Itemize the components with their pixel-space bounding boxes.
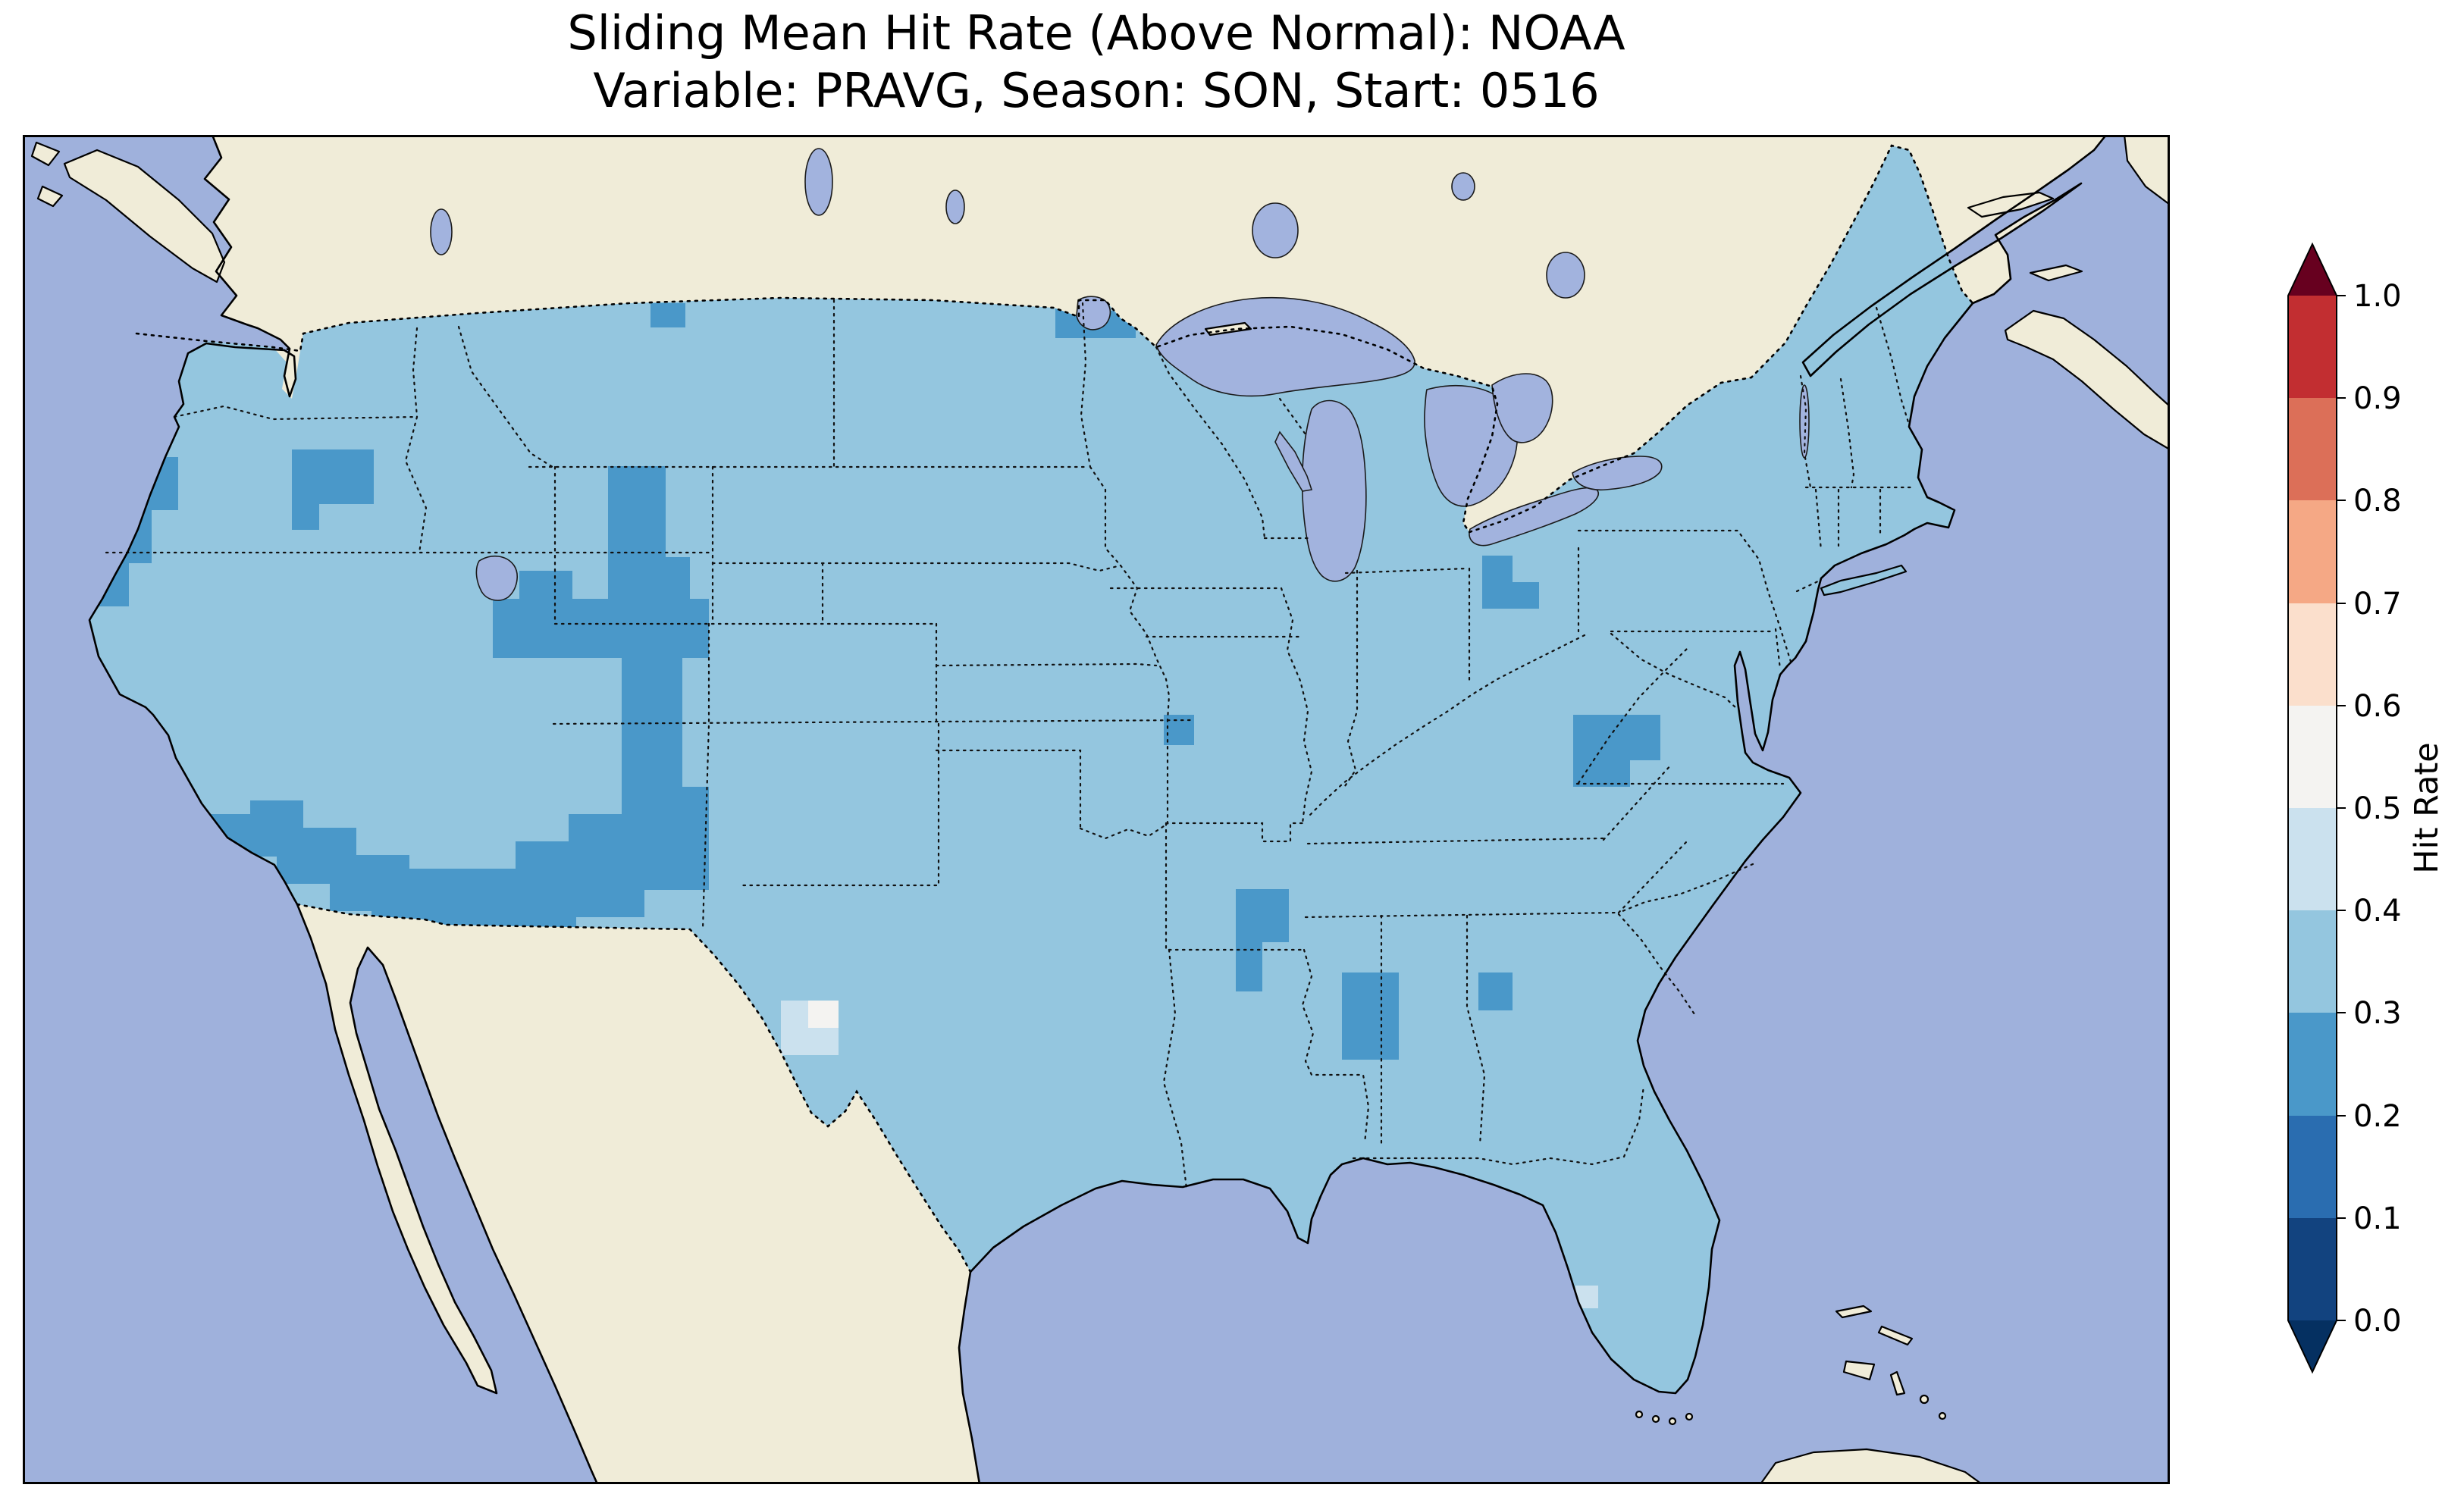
title-line-1: Sliding Mean Hit Rate (Above Normal): NO… — [567, 5, 1625, 61]
nova-scotia — [2004, 309, 2170, 451]
bc-coast-islet-2 — [36, 185, 64, 208]
conus-hit-rate-fill — [89, 146, 1973, 1393]
colorbar-ticks — [2337, 295, 2346, 1321]
patch-georgia-cell — [1478, 973, 1513, 1010]
patch-texas-pale-cell — [808, 1001, 839, 1028]
patch-alabama — [1342, 973, 1399, 1060]
andros-island — [1842, 1360, 1876, 1381]
patch-utah-colorado-base — [493, 599, 709, 658]
title-line-2: Variable: PRAVG, Season: SON, Start: 051… — [593, 62, 1600, 118]
coastline — [88, 135, 2108, 1484]
ontario-lake — [1546, 252, 1585, 299]
map-frame — [23, 135, 2170, 1484]
colorbar-arrow-up — [2288, 244, 2337, 296]
bc-coast-islet — [30, 141, 61, 167]
colorbar-segment — [2288, 1116, 2337, 1218]
abaco-island — [1877, 1325, 1914, 1346]
key-islet — [1685, 1412, 1694, 1421]
green-bay — [1274, 431, 1313, 492]
key-islet — [1635, 1410, 1644, 1419]
state-borders — [105, 299, 1914, 1190]
colorbar-tick-label: 0.3 — [2353, 996, 2402, 1031]
figure-title: Sliding Mean Hit Rate (Above Normal): NO… — [23, 5, 2170, 119]
colorbar-tick-label: 0.9 — [2353, 381, 2402, 416]
bahama-cay — [1919, 1394, 1930, 1405]
patch-colorado-nm-arm — [622, 658, 682, 788]
patch-mississippi — [1236, 889, 1289, 991]
florida-keys — [1635, 1410, 1694, 1426]
quebec-lake — [1451, 172, 1475, 201]
colorbar-tick-label: 0.4 — [2353, 894, 2402, 929]
patch-washington-border-cell — [650, 303, 685, 327]
colorbar-segments — [2288, 296, 2337, 1320]
colorbar-tick-label: 0.1 — [2353, 1201, 2402, 1236]
patch-florida-coast-cell-2 — [1575, 1286, 1598, 1308]
grand-bahama — [1835, 1305, 1873, 1319]
great-lakes — [1155, 296, 1663, 582]
us-canada-border-line — [135, 144, 1974, 534]
colorbar-segment — [2288, 398, 2337, 500]
other-lakes — [430, 148, 1810, 601]
colorbar-segment — [2288, 706, 2337, 808]
anticosti-island — [1967, 191, 2055, 218]
colorbar-segment — [2288, 500, 2337, 603]
lake-nipigon — [1252, 202, 1299, 258]
colorbar-arrow-down — [2288, 1320, 2337, 1372]
patch-utah-upper — [519, 571, 572, 599]
colorbar-segment — [2288, 296, 2337, 398]
colorbar-segment — [2288, 1218, 2337, 1320]
long-island — [1820, 564, 1908, 597]
colorbar-tick-label: 0.5 — [2353, 791, 2402, 826]
islands — [30, 135, 2170, 1484]
newfoundland-corner — [2123, 135, 2170, 206]
prince-edward-island — [2029, 264, 2083, 282]
patch-texas-light — [781, 1001, 808, 1055]
key-islet — [1668, 1417, 1677, 1426]
colorbar: 1.0 0.9 0.8 0.7 0.6 0.5 0.4 0.3 0.2 0.1 … — [2287, 242, 2446, 1374]
patch-nc-va — [1573, 715, 1660, 787]
patch-wyoming-arm — [608, 466, 690, 599]
colorbar-segment — [2288, 603, 2337, 706]
bc-lake — [430, 208, 453, 255]
bahama-cay-2 — [1938, 1411, 1947, 1420]
colorbar-segment — [2288, 910, 2337, 1013]
colorbar-tick-label: 0.0 — [2353, 1304, 2402, 1339]
patch-az-nm-swath — [250, 787, 709, 952]
colorbar-tick-label: 0.7 — [2353, 587, 2402, 622]
georgian-bay — [1491, 373, 1553, 443]
colorbar-tick-labels: 1.0 0.9 0.8 0.7 0.6 0.5 0.4 0.3 0.2 0.1 … — [2353, 279, 2402, 1339]
patch-indiana — [1482, 556, 1539, 609]
colorbar-tick-label: 0.6 — [2353, 689, 2402, 724]
manitoba-lake — [945, 189, 965, 224]
key-islet — [1651, 1414, 1660, 1424]
us-mexico-border-line — [296, 903, 972, 1273]
conus-map — [23, 135, 2170, 1484]
eleuthera-island — [1889, 1370, 1906, 1396]
hit-rate-patches — [89, 265, 1660, 1308]
colorbar-segment — [2288, 808, 2337, 910]
lake-of-the-woods — [1076, 296, 1111, 330]
colorbar-segment — [2288, 1013, 2337, 1116]
lake-winnipeg-tip — [804, 148, 833, 216]
patch-missouri-cell — [1164, 715, 1194, 745]
great-salt-lake — [475, 556, 518, 601]
colorbar-axis-label: Hit Rate — [2408, 742, 2446, 873]
lake-erie — [1469, 487, 1599, 547]
colorbar-tick-label: 1.0 — [2353, 279, 2402, 314]
colorbar-tick-label: 0.8 — [2353, 484, 2402, 518]
patch-north-idaho — [292, 449, 374, 530]
lake-superior — [1155, 296, 1415, 397]
patch-texas-light-2 — [808, 1028, 839, 1055]
vancouver-island — [63, 149, 226, 283]
lake-michigan — [1301, 399, 1367, 582]
colorbar-tick-label: 0.2 — [2353, 1099, 2402, 1134]
lake-ontario — [1572, 456, 1663, 491]
